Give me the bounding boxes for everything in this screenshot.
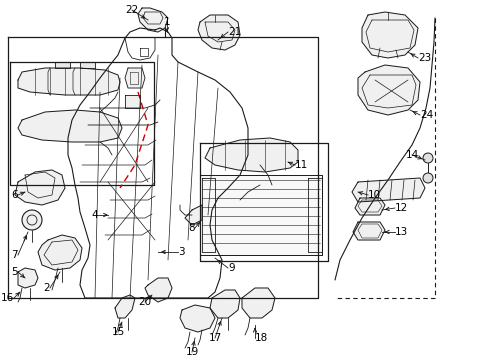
- Text: 13: 13: [394, 227, 407, 237]
- Polygon shape: [15, 170, 65, 205]
- Text: 5: 5: [11, 267, 18, 277]
- Polygon shape: [125, 68, 145, 88]
- Text: 12: 12: [394, 203, 407, 213]
- Circle shape: [22, 210, 42, 230]
- Polygon shape: [204, 138, 297, 172]
- Polygon shape: [125, 95, 140, 108]
- Polygon shape: [80, 62, 95, 68]
- Polygon shape: [352, 222, 384, 240]
- Text: 2: 2: [43, 283, 50, 293]
- Text: 9: 9: [227, 263, 234, 273]
- Polygon shape: [115, 295, 135, 318]
- Polygon shape: [55, 62, 70, 68]
- Text: 19: 19: [185, 347, 198, 357]
- Text: 4: 4: [91, 210, 98, 220]
- Text: 6: 6: [11, 190, 18, 200]
- Text: 15: 15: [111, 327, 124, 337]
- Polygon shape: [354, 198, 384, 215]
- Polygon shape: [184, 205, 202, 225]
- Text: 3: 3: [178, 247, 184, 257]
- Text: 14: 14: [405, 150, 418, 160]
- Polygon shape: [18, 268, 38, 288]
- Text: 11: 11: [294, 160, 307, 170]
- Polygon shape: [209, 290, 240, 318]
- Text: 17: 17: [208, 333, 221, 343]
- Text: 21: 21: [227, 27, 241, 37]
- Text: 10: 10: [367, 190, 380, 200]
- Text: 22: 22: [125, 5, 138, 15]
- Polygon shape: [18, 110, 122, 142]
- Text: 20: 20: [138, 297, 151, 307]
- Polygon shape: [361, 12, 417, 58]
- Text: 16: 16: [1, 293, 14, 303]
- Circle shape: [422, 173, 432, 183]
- Text: 23: 23: [417, 53, 430, 63]
- Polygon shape: [351, 178, 424, 202]
- Polygon shape: [200, 175, 321, 255]
- Text: 1: 1: [163, 17, 170, 27]
- Text: 24: 24: [419, 110, 432, 120]
- Polygon shape: [138, 8, 168, 32]
- Circle shape: [422, 153, 432, 163]
- Text: 18: 18: [254, 333, 268, 343]
- Text: 8: 8: [188, 223, 195, 233]
- Polygon shape: [357, 65, 419, 115]
- Polygon shape: [198, 15, 240, 50]
- Polygon shape: [242, 288, 274, 318]
- Polygon shape: [18, 68, 120, 95]
- Text: 7: 7: [11, 250, 18, 260]
- Polygon shape: [180, 305, 215, 332]
- Polygon shape: [38, 235, 82, 270]
- Polygon shape: [145, 278, 172, 302]
